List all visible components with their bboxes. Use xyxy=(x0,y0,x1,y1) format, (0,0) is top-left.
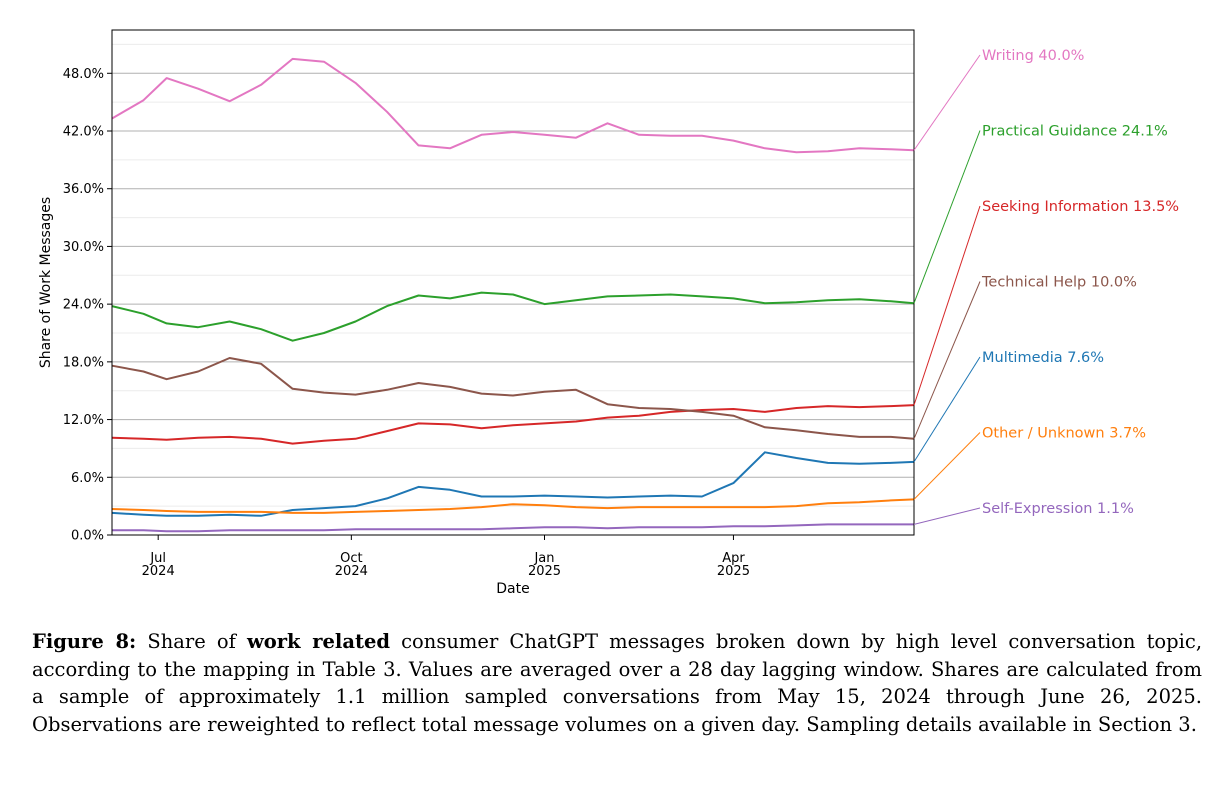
end-label-multimedia: Multimedia 7.6% xyxy=(982,350,1104,366)
leader-line-self-expression xyxy=(913,507,981,525)
series-line-other-unknown xyxy=(111,498,915,514)
caption-text-pre: Share of xyxy=(147,630,236,653)
leader-line-multimedia xyxy=(913,356,981,463)
series-end-labels: Writing 40.0% Practical Guidance 24.1% See… xyxy=(913,48,1179,525)
series-line-multimedia xyxy=(111,451,915,517)
leader-line-other-unknown xyxy=(913,432,981,500)
leader-line-seeking-information xyxy=(913,205,981,406)
end-label-writing: Writing 40.0% xyxy=(982,48,1084,64)
y-tick-label: 12.0% xyxy=(63,413,104,428)
y-tick-label: 6.0% xyxy=(71,471,104,486)
plot-frame xyxy=(111,29,915,536)
x-tick-label-year: 2024 xyxy=(142,564,175,579)
end-label-technical-help: Technical Help 10.0% xyxy=(981,275,1137,291)
y-axis-ticks: 0.0% 6.0% 12.0% 18.0% 24.0% 30.0% 36.0% 42.0% 48… xyxy=(63,67,112,544)
y-tick-label: 24.0% xyxy=(63,298,104,313)
x-tick-label-year: 2025 xyxy=(528,564,561,579)
leader-line-technical-help xyxy=(913,281,981,440)
series-lines xyxy=(111,57,915,533)
leader-line-writing xyxy=(913,54,981,151)
leader-line-practical-guidance xyxy=(913,130,981,304)
y-tick-label: 48.0% xyxy=(63,67,104,82)
line-chart: 0.0% 6.0% 12.0% 18.0% 24.0% 30.0% 36.0% 42.0% 48… xyxy=(38,29,1179,597)
y-tick-label: 30.0% xyxy=(63,240,104,255)
series-line-self-expression xyxy=(112,523,914,533)
series-line-technical-help xyxy=(111,357,915,440)
figure-caption: Figure 8: Share of work related consumer… xyxy=(32,628,1202,738)
x-tick-label-month: Jan xyxy=(533,551,554,566)
series-line-practical-guidance xyxy=(111,291,915,342)
caption-bold-text: work related xyxy=(246,630,391,653)
y-tick-label: 0.0% xyxy=(71,529,104,544)
x-tick-label-year: 2025 xyxy=(717,564,750,579)
series-line-seeking-information xyxy=(111,404,915,445)
end-label-seeking-information: Seeking Information 13.5% xyxy=(982,199,1179,215)
end-label-practical-guidance: Practical Guidance 24.1% xyxy=(982,124,1168,140)
x-tick-label-month: Apr xyxy=(722,551,745,566)
x-tick-label-month: Jul xyxy=(149,551,166,566)
end-label-self-expression: Self-Expression 1.1% xyxy=(982,501,1134,517)
y-axis-title: Share of Work Messages xyxy=(38,197,54,368)
series-line-writing xyxy=(111,57,915,154)
caption-label: Figure 8: xyxy=(32,630,137,653)
x-tick-label-month: Oct xyxy=(340,551,362,566)
y-tick-label: 42.0% xyxy=(63,125,104,140)
y-tick-label: 36.0% xyxy=(63,182,104,197)
y-tick-label: 18.0% xyxy=(63,355,104,370)
caption-text-post: consumer ChatGPT messages broken down by… xyxy=(32,630,1203,736)
end-label-other-unknown: Other / Unknown 3.7% xyxy=(982,426,1146,442)
x-axis-title: Date xyxy=(496,581,529,597)
x-tick-label-year: 2024 xyxy=(335,564,368,579)
